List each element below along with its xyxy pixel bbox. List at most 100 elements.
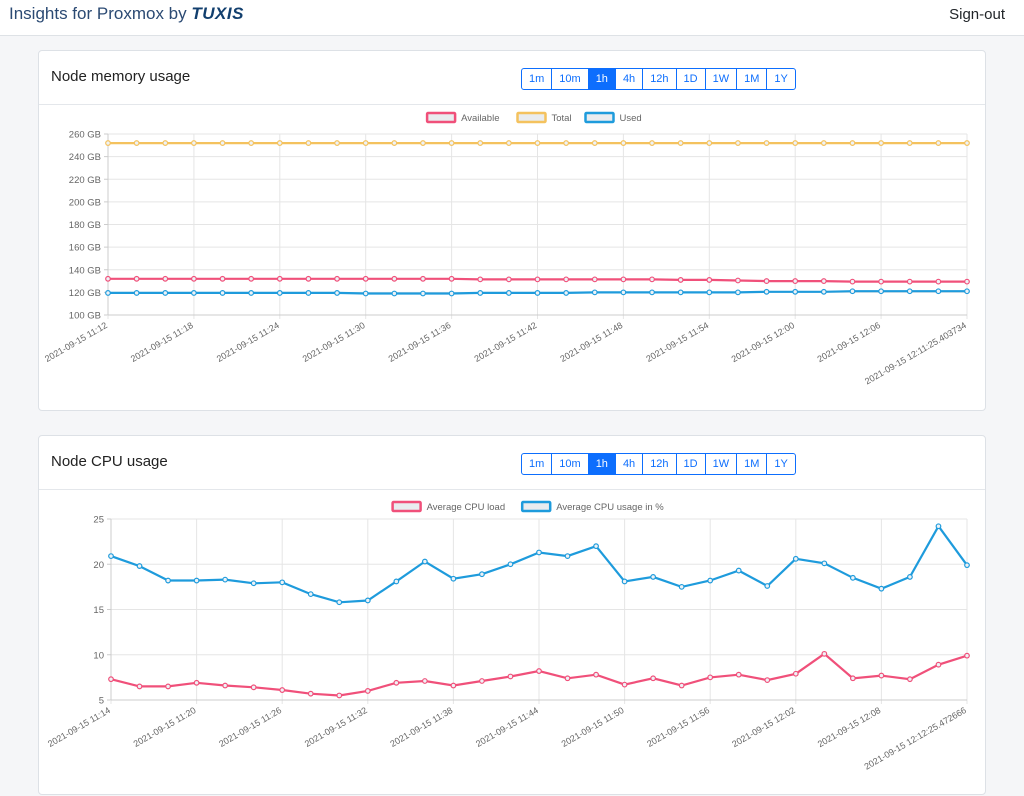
data-point: [105, 140, 111, 146]
legend-swatch: [520, 500, 552, 513]
data-point: [477, 290, 484, 296]
range-button-1m[interactable]: 1m: [521, 68, 553, 90]
data-point: [133, 140, 140, 146]
data-point: [763, 140, 770, 146]
data-point: [450, 575, 457, 582]
data-point: [305, 275, 312, 282]
data-point: [105, 290, 111, 296]
data-point: [649, 276, 655, 283]
data-point: [677, 140, 684, 146]
x-tick-label: 2021-09-15 11:50: [560, 705, 626, 749]
range-button-1Y[interactable]: 1Y: [766, 68, 796, 90]
legend-label: Used: [620, 113, 642, 124]
data-point: [735, 671, 742, 678]
range-button-1h[interactable]: 1h: [587, 68, 616, 90]
range-button-4h[interactable]: 4h: [614, 68, 644, 90]
legend-label: Average CPU usage in %: [556, 502, 664, 513]
data-point: [507, 561, 514, 568]
x-tick-label: 2021-09-15 11:30: [301, 320, 367, 364]
data-point: [621, 578, 628, 585]
y-tick-label: 240 GB: [69, 152, 101, 163]
data-point: [735, 140, 741, 146]
data-point: [334, 275, 340, 282]
data-point: [477, 276, 484, 283]
data-point: [935, 661, 942, 668]
range-button-1M[interactable]: 1M: [736, 68, 768, 90]
data-point: [878, 585, 885, 592]
data-point: [190, 290, 197, 296]
data-point: [448, 290, 455, 297]
legend-swatch: [584, 111, 615, 124]
data-point: [505, 276, 512, 283]
range-button-12h[interactable]: 12h: [642, 68, 677, 90]
range-button-1Y[interactable]: 1Y: [766, 453, 796, 475]
data-point: [620, 140, 627, 146]
chart-grid: 100 GB 120 GB 140 GB 160 GB 180 GB 200 GB 220 …: [43, 130, 968, 387]
data-point: [108, 676, 114, 683]
range-button-1W[interactable]: 1W: [704, 453, 738, 475]
data-point: [964, 652, 970, 659]
data-point: [219, 275, 226, 282]
data-point: [563, 140, 570, 146]
data-point: [621, 681, 628, 688]
series-average-cpu-usage-in: [108, 523, 970, 606]
data-point: [792, 140, 799, 146]
data-point: [678, 682, 685, 689]
range-button-1W[interactable]: 1W: [704, 68, 738, 90]
range-button-1M[interactable]: 1M: [736, 453, 768, 475]
data-point: [677, 277, 684, 283]
y-tick-label: 15: [93, 605, 104, 616]
range-button-10m[interactable]: 10m: [551, 453, 589, 475]
data-point: [878, 140, 884, 146]
brand[interactable]: Insights for Proxmox by TUXIS: [9, 4, 244, 24]
range-button-1D[interactable]: 1D: [675, 453, 706, 475]
data-point: [507, 673, 514, 680]
range-button-10m[interactable]: 10m: [551, 68, 589, 90]
data-point: [534, 140, 541, 146]
data-point: [706, 140, 713, 146]
y-tick-label: 20: [93, 560, 104, 571]
data-point: [735, 567, 742, 574]
card-header: Node memory usage 1m 10m 1h 4h 12h 1D 1W 1M 1Y: [39, 51, 985, 105]
data-point: [764, 583, 771, 589]
data-point: [250, 684, 257, 691]
y-tick-label: 5: [99, 696, 104, 707]
data-point: [334, 140, 340, 146]
data-point: [479, 678, 485, 684]
range-button-1D[interactable]: 1D: [675, 68, 706, 90]
x-tick-label: 2021-09-15 11:56: [645, 705, 711, 749]
memory-usage-card: Node memory usage 1m 10m 1h 4h 12h 1D 1W 1M 1Y A…: [38, 50, 986, 411]
series-used: [105, 288, 970, 297]
range-button-1h[interactable]: 1h: [587, 453, 616, 475]
card-header: Node CPU usage 1m 10m 1h 4h 12h 1D 1W 1M 1Y: [39, 436, 985, 490]
data-point: [964, 140, 970, 146]
sign-out-link[interactable]: Sign-out: [949, 6, 1005, 23]
data-point: [907, 574, 913, 580]
data-point: [649, 289, 655, 296]
range-button-12h[interactable]: 12h: [642, 453, 677, 475]
data-point: [649, 140, 655, 146]
data-point: [792, 278, 799, 284]
data-point: [393, 578, 400, 585]
data-point: [276, 140, 283, 146]
data-point: [421, 558, 428, 565]
data-point: [964, 288, 970, 295]
y-tick-label: 10: [93, 650, 104, 661]
y-tick-label: 220 GB: [69, 175, 101, 186]
x-tick-label: 2021-09-15 12:06: [816, 320, 883, 364]
range-button-4h[interactable]: 4h: [614, 453, 644, 475]
range-button-1m[interactable]: 1m: [521, 453, 553, 475]
data-point: [391, 290, 398, 297]
data-point: [165, 577, 171, 584]
data-point: [307, 690, 314, 697]
data-point: [707, 674, 714, 681]
data-point: [364, 688, 371, 694]
x-tick-label: 2021-09-15 11:48: [558, 320, 624, 364]
x-tick-label: 2021-09-15 11:36: [387, 320, 453, 364]
brand-text: Insights for Proxmox by: [9, 4, 187, 23]
data-point: [108, 553, 114, 560]
data-point: [165, 683, 171, 690]
data-point: [650, 675, 657, 682]
x-tick-label: 2021-09-15 11:44: [474, 705, 540, 749]
y-tick-label: 160 GB: [69, 243, 101, 254]
